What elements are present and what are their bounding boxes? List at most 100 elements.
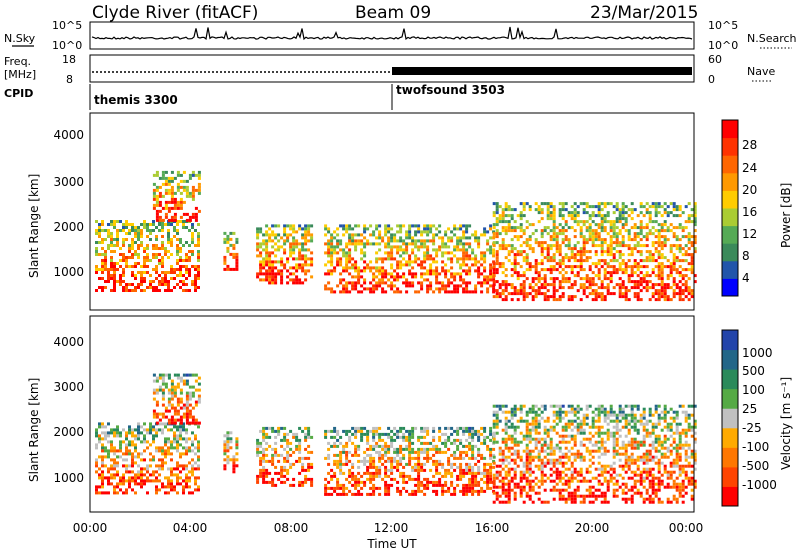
- power-cell: [381, 290, 385, 294]
- velocity-cell: [259, 468, 263, 472]
- power-cell: [507, 220, 511, 224]
- velocity-cell: [561, 476, 565, 480]
- power-cell: [173, 286, 176, 289]
- power-cell: [645, 244, 649, 248]
- power-cell: [408, 284, 412, 288]
- power-cell: [375, 281, 379, 285]
- power-cell: [585, 211, 589, 215]
- velocity-cell: [375, 471, 379, 475]
- power-cell: [555, 241, 559, 245]
- velocity-cell: [170, 458, 173, 462]
- power-cell: [435, 248, 439, 252]
- velocity-cell: [462, 474, 466, 478]
- power-cell: [197, 268, 200, 271]
- power-cell: [330, 251, 334, 255]
- power-cell: [582, 253, 586, 257]
- power-cell: [525, 259, 529, 263]
- power-cell: [684, 244, 688, 248]
- velocity-cell: [486, 483, 490, 487]
- velocity-cell: [185, 467, 188, 471]
- power-cell: [465, 290, 469, 294]
- velocity-cell: [492, 434, 496, 438]
- velocity-cell: [423, 468, 427, 472]
- velocity-cell: [372, 432, 376, 436]
- power-cell: [113, 268, 116, 271]
- velocity-cell: [534, 419, 538, 423]
- velocity-cell: [537, 440, 541, 444]
- velocity-cell: [567, 449, 571, 453]
- power-cell: [182, 259, 185, 262]
- velocity-cell: [570, 437, 574, 441]
- velocity-cell: [366, 438, 370, 442]
- velocity-cell: [531, 479, 535, 483]
- velocity-cell: [185, 452, 188, 456]
- power-cell: [265, 269, 269, 273]
- power-cell: [357, 242, 361, 246]
- power-cell: [552, 235, 556, 239]
- velocity-cell: [624, 458, 628, 462]
- power-cell: [265, 278, 269, 282]
- velocity-cell: [450, 492, 454, 496]
- power-cell: [339, 272, 343, 276]
- power-cell: [167, 179, 171, 183]
- power-cell: [101, 262, 104, 265]
- power-cell: [498, 286, 502, 290]
- velocity-cell: [161, 391, 165, 395]
- velocity-cell: [435, 450, 439, 454]
- power-cell: [420, 263, 424, 267]
- velocity-cell: [414, 492, 418, 496]
- power-cell: [191, 265, 194, 268]
- power-cell: [603, 262, 607, 266]
- velocity-cell: [570, 407, 574, 411]
- power-cell: [486, 230, 490, 234]
- velocity-cell: [113, 476, 116, 480]
- velocity-cell: [197, 467, 200, 471]
- power-cell: [486, 278, 490, 282]
- power-cell: [152, 191, 156, 195]
- power-cell: [113, 226, 116, 229]
- velocity-cell: [170, 473, 173, 477]
- power-cell: [122, 274, 125, 277]
- power-cell: [122, 268, 125, 271]
- power-cell: [570, 250, 574, 254]
- velocity-cell: [110, 449, 113, 453]
- power-cell: [624, 217, 628, 221]
- velocity-cell: [164, 437, 167, 441]
- power-cell: [351, 239, 355, 243]
- power-cell: [480, 263, 484, 267]
- power-cell: [483, 266, 487, 270]
- power-cell: [298, 266, 302, 270]
- velocity-cell: [492, 489, 496, 493]
- power-cell: [295, 275, 299, 279]
- power-cell: [552, 229, 556, 233]
- velocity-cell: [585, 470, 589, 474]
- velocity-cell: [534, 410, 538, 414]
- velocity-cell: [429, 456, 433, 460]
- velocity-cell: [603, 476, 607, 480]
- power-cell: [116, 232, 119, 235]
- power-cell: [271, 251, 275, 255]
- velocity-cell: [354, 483, 358, 487]
- power-cell: [603, 274, 607, 278]
- power-cell: [624, 298, 628, 302]
- power-cell: [304, 272, 308, 276]
- power-cell: [621, 235, 625, 239]
- power-cell: [158, 289, 161, 292]
- power-cell: [567, 244, 571, 248]
- velocity-cell: [134, 437, 137, 441]
- velocity-cell: [546, 500, 550, 504]
- velocity-cell: [624, 455, 628, 459]
- velocity-cell: [283, 465, 287, 469]
- velocity-cell: [540, 404, 544, 408]
- velocity-cell: [170, 388, 174, 392]
- power-cell: [591, 238, 595, 242]
- velocity-cell: [507, 470, 511, 474]
- power-cell: [307, 257, 311, 261]
- power-cell: [292, 245, 296, 249]
- power-cell: [558, 244, 562, 248]
- power-cell: [411, 242, 415, 246]
- power-cell: [182, 223, 185, 226]
- velocity-cell: [609, 413, 613, 417]
- velocity-cell: [101, 491, 104, 495]
- velocity-cell: [277, 477, 281, 481]
